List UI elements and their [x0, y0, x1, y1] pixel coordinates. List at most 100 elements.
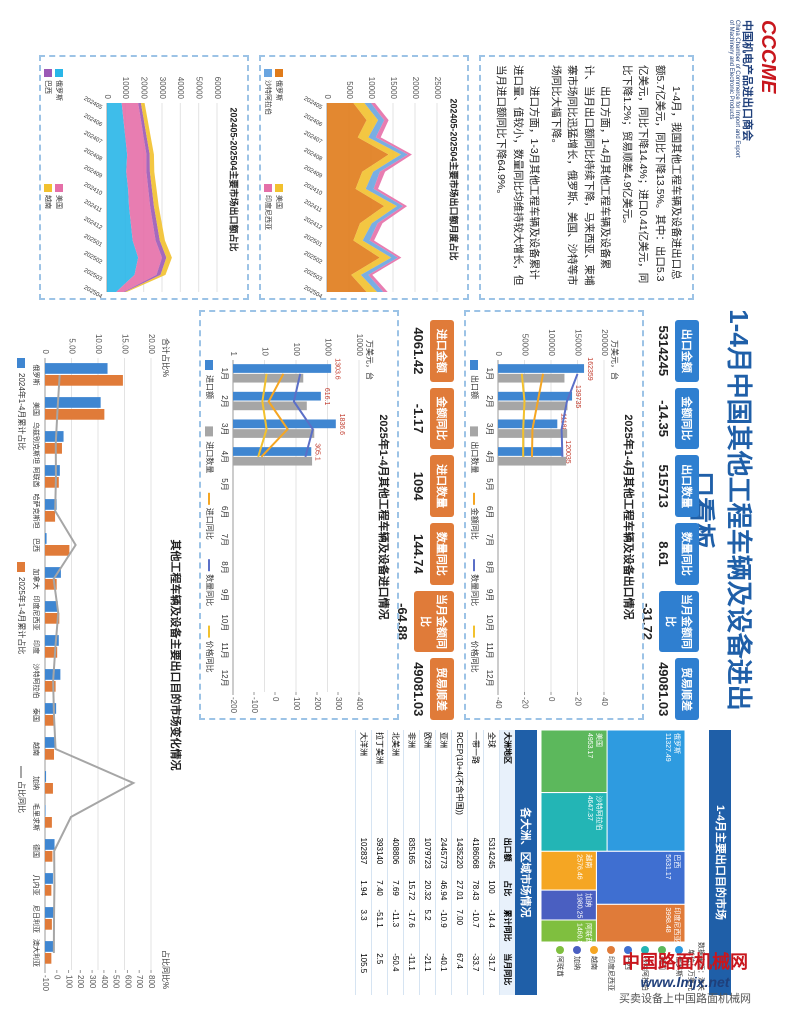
data-label: 1303.6: [333, 358, 340, 380]
table-header-cell: 大洲地区: [499, 730, 515, 836]
bar: [44, 873, 53, 884]
cell-value: 1460.8: [576, 923, 583, 945]
table-cell: 北美洲: [387, 730, 404, 836]
legend-label: 数量同比: [205, 574, 215, 606]
table-cell: 46.94: [435, 878, 452, 908]
table-cell: 105.5: [355, 951, 372, 995]
x-tick-label: 加纳: [32, 776, 41, 790]
bar: [44, 783, 53, 794]
kpi-label: 金额同比: [430, 387, 454, 450]
legend-label: 美国: [658, 956, 667, 970]
legend-label: 巴西: [44, 80, 52, 94]
legend-label: 俄罗斯: [275, 80, 284, 101]
bar: [45, 397, 101, 408]
y-tick-label: 30000: [158, 77, 167, 100]
y2-tick-label: -100: [250, 697, 259, 714]
y-tick-label: 5000: [345, 81, 354, 99]
x-tick-label: 12月: [485, 670, 494, 687]
y2-tick-label: 0: [271, 697, 280, 702]
cell-name: 美国: [595, 733, 604, 747]
area-series: [107, 103, 139, 292]
x-tick-label: 202504: [83, 285, 104, 300]
y2-tick-label: 100: [64, 975, 73, 989]
kpi-value: -1.17: [411, 403, 426, 434]
table-cell: 100: [483, 878, 500, 908]
x-tick-label: 7月: [220, 534, 229, 546]
region-table-block: 各大洲、区域市场情况 大洲地区 出口额 占比 累计同比 当月同比 全球 5314245 100…: [355, 730, 537, 995]
y-tick-label: 5.00: [67, 338, 76, 354]
y-tick-label: 40000: [176, 77, 185, 100]
legend-swatch: [590, 946, 598, 954]
chart-title: 202405-202504主要市场出口额月度占比: [449, 98, 460, 260]
x-tick-label: 202501: [83, 233, 104, 249]
bar: [44, 941, 54, 952]
table-cell: 408806: [387, 835, 404, 879]
legend-label: 占比同比: [17, 781, 27, 813]
kpi-value: 8.61: [656, 541, 671, 567]
x-tick-label: 202407: [83, 130, 104, 146]
x-tick-label: 8月: [485, 561, 494, 573]
x-tick-label: 202502: [83, 251, 104, 267]
table-cell: 78.43: [467, 878, 484, 908]
y2-tick-label: 0: [53, 975, 62, 980]
bar: [45, 443, 62, 454]
x-tick-label: 11月: [485, 642, 494, 658]
table-header-cell: 占比: [499, 878, 515, 908]
bar: [44, 749, 55, 760]
table-cell: 7.40: [371, 878, 388, 908]
y-tick-label: 0: [494, 352, 503, 357]
legend-swatch: [264, 69, 272, 77]
table-row: 全球 5314245 100 -14.4 -31.7: [483, 730, 500, 995]
table-cell: -10.7: [467, 907, 484, 952]
table-header-row: 大洲地区 出口额 占比 累计同比 当月同比: [499, 730, 515, 995]
bar: [44, 817, 52, 828]
legend-label: 俄罗斯: [55, 80, 64, 101]
x-tick-label: 德国: [32, 844, 41, 858]
table-cell: 15.72: [403, 878, 420, 908]
legend-label: 金额同比: [470, 508, 480, 540]
y-tick-label: 100000: [547, 329, 556, 356]
y-tick-label: 15.00: [120, 334, 129, 355]
y2-tick-label: 400: [355, 697, 364, 711]
kpi-label: 出口数量: [675, 455, 699, 518]
legend-label: 价格同比: [470, 641, 480, 673]
area-series: [360, 103, 408, 292]
cell-name: 印度尼西亚: [673, 907, 682, 942]
y2-tick-label: 400: [100, 975, 109, 989]
watermark: 中国路面机械网 www.lmjx.net 买卖设备上中国路面机械网: [590, 948, 780, 1018]
y-tick-label: 20000: [411, 77, 420, 100]
x-tick-label: 12月: [220, 670, 229, 687]
kpi-value: 5314245: [656, 325, 671, 377]
bar: [44, 545, 70, 556]
unit-label: 万美元，台: [365, 340, 375, 380]
x-tick-label: 印度: [32, 640, 41, 654]
x-tick-label: 10月: [485, 614, 494, 631]
y2-tick-label: 0: [547, 697, 556, 702]
y-tick-label: 15000: [389, 77, 398, 100]
kpi: 数量同比 8.61: [654, 523, 699, 585]
bar: [498, 456, 567, 466]
treemap-cell: [595, 850, 686, 905]
legend-label: 美国: [55, 195, 64, 209]
table-cell: 2445773: [435, 835, 452, 879]
table-header-cell: 出口额: [499, 835, 515, 879]
table-cell: 27.01: [451, 878, 468, 908]
area-series: [368, 103, 412, 292]
kpi: 贸易顺差 49081.03: [654, 658, 699, 721]
summary-paragraph: 进口方面，1-3月其他工程车辆及设备累计进口量、值较小，数量同比均维持较大增长，…: [495, 65, 540, 286]
data-label: 120035: [564, 440, 571, 463]
table-cell: 4186068: [467, 835, 484, 879]
x-tick-label: 几内亚: [32, 875, 41, 896]
kpi: 进口金额 4061.42: [409, 320, 454, 382]
org-cn: 中国机电产品进出口商会: [741, 20, 753, 141]
kpi-value: -14.35: [656, 400, 671, 437]
y-tick-label: 10000: [121, 77, 130, 100]
x-tick-label: 阿联酋: [32, 467, 41, 488]
x-tick-label: 越南: [32, 742, 41, 756]
x-tick-label: 8月: [220, 561, 229, 573]
x-tick-label: 5月: [220, 478, 229, 490]
x-tick-label: 4月: [485, 451, 494, 463]
kpi: 出口金额 5314245: [654, 320, 699, 382]
y2-tick-label: -200: [229, 697, 238, 714]
table-row: 一带一路 4186068 78.43 -10.7 -33.7: [467, 730, 484, 995]
